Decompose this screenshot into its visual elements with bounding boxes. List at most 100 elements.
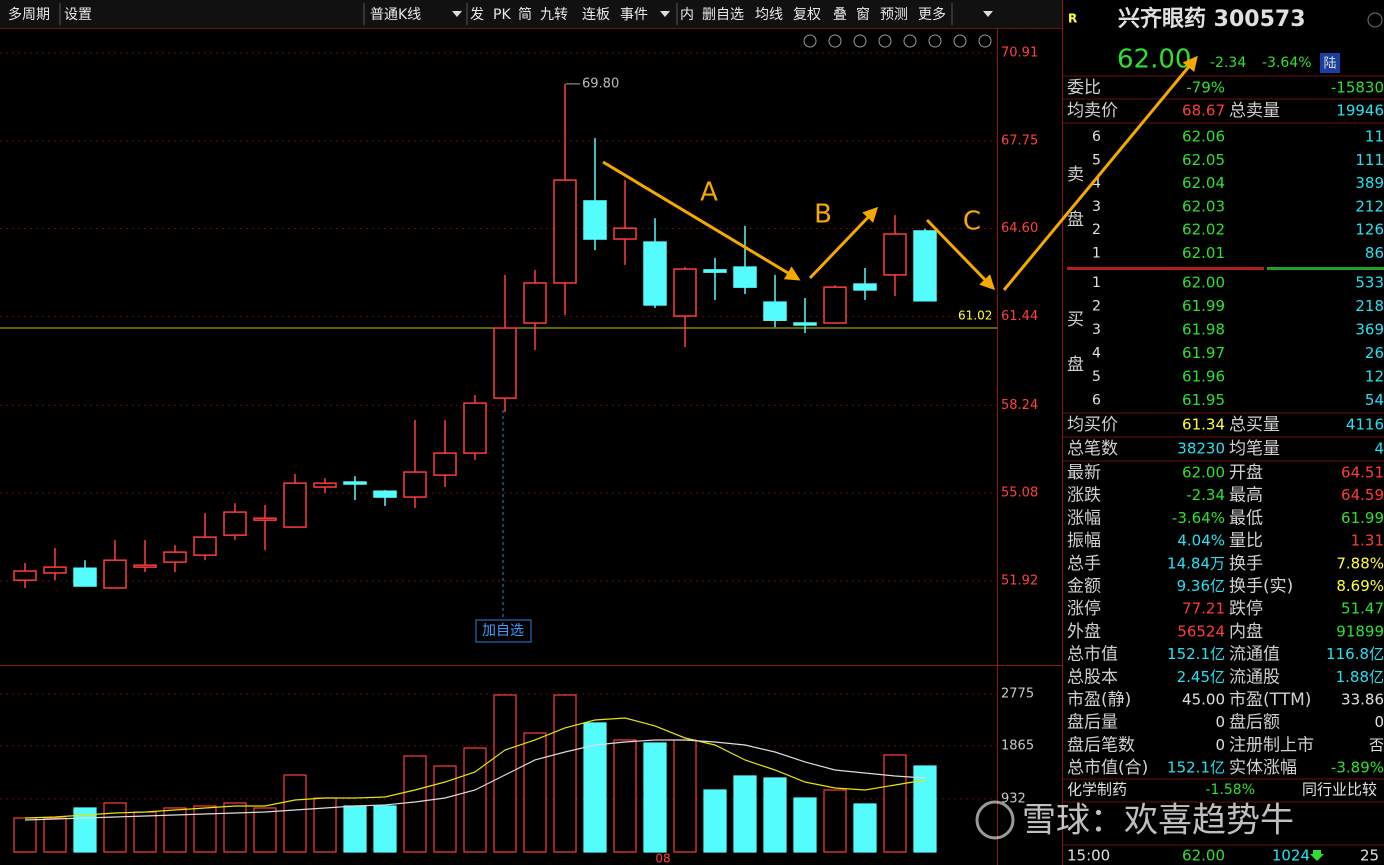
field-value: 62.00: [1182, 464, 1225, 482]
volume-bar: [253, 807, 277, 853]
tool-icon[interactable]: [853, 34, 867, 48]
y-tick-label: 58.24: [1001, 398, 1038, 413]
field-value: 0: [1215, 713, 1225, 731]
level: 1: [1092, 246, 1101, 262]
toolbar-item[interactable]: PK: [493, 7, 511, 23]
toolbar-item[interactable]: 删自选: [702, 7, 744, 23]
tool-icon[interactable]: [978, 34, 992, 48]
field-value: 38230: [1177, 440, 1225, 458]
ask-price: 62.01: [1182, 244, 1225, 262]
y-tick-label: 51.92: [1001, 574, 1038, 589]
settings-icon[interactable]: [1367, 12, 1383, 28]
field-label: 委比: [1067, 78, 1101, 98]
field-label: 开盘: [1229, 463, 1263, 483]
volume-tick-label: 932: [1001, 791, 1026, 806]
watch-button[interactable]: 加自选: [482, 623, 524, 639]
tool-icon[interactable]: [953, 34, 967, 48]
arrow: [808, 206, 879, 280]
bid-price: 61.97: [1182, 344, 1225, 362]
volume-bar: [553, 694, 577, 853]
field-label: 总市值(合): [1067, 758, 1148, 778]
volume-bar: [433, 765, 457, 853]
tool-icon[interactable]: [803, 34, 817, 48]
field-label: 最新: [1067, 463, 1101, 483]
ask-price: 62.06: [1182, 128, 1225, 146]
watch-button-frame[interactable]: [475, 619, 532, 643]
tick-time: 15:00: [1067, 847, 1110, 865]
volume-ma-line: [24, 739, 926, 821]
candle-body: [223, 511, 247, 536]
volume-bar: [313, 797, 337, 853]
industry-compare[interactable]: 同行业比较: [1302, 781, 1377, 799]
toolbar-item[interactable]: 多周期: [8, 6, 50, 23]
toolbar: [0, 0, 1062, 28]
field-label: 换手: [1229, 554, 1263, 574]
candle-body: [523, 282, 547, 324]
y-tick-label: 67.75: [1001, 133, 1038, 148]
toolbar-item[interactable]: 叠: [833, 7, 847, 23]
toolbar-item[interactable]: 发: [470, 7, 484, 23]
field-label: 流通值: [1229, 645, 1280, 665]
field-value: -3.89%: [1331, 759, 1384, 777]
annotation-arrows: [602, 55, 1198, 291]
toolbar-item[interactable]: 预测: [880, 7, 908, 23]
toolbar-item[interactable]: 复权: [793, 6, 821, 23]
last-price: 62.00: [1117, 45, 1191, 75]
ask-price: 62.03: [1182, 197, 1225, 215]
tick-price: 62.00: [1182, 847, 1225, 865]
tool-icon[interactable]: [903, 34, 917, 48]
field-value: 91899: [1336, 622, 1384, 640]
arrow: [925, 218, 996, 291]
toolbar-item[interactable]: 内: [680, 7, 694, 23]
candle-body: [553, 179, 577, 284]
market-tag-bg: [1320, 53, 1340, 73]
field-label: 总市值: [1067, 645, 1118, 665]
volume-bar: [883, 754, 907, 853]
toolbar-item[interactable]: 简: [518, 6, 532, 23]
toolbar-item[interactable]: 连板: [582, 7, 610, 23]
volume-bar: [703, 789, 727, 853]
candle-body: [703, 269, 727, 273]
toolbar-item[interactable]: 九转: [540, 7, 568, 23]
toolbar-item[interactable]: 事件: [620, 7, 648, 23]
change: -2.34: [1210, 55, 1246, 71]
annotation-label: C: [963, 207, 981, 237]
stock-name: 兴齐眼药 300573: [1118, 6, 1306, 32]
bid-volume: 218: [1355, 297, 1384, 315]
ask-volume: 86: [1365, 244, 1384, 262]
tool-icon[interactable]: [878, 34, 892, 48]
toolbar-item[interactable]: 更多: [918, 6, 946, 23]
volume-bar: [403, 755, 427, 853]
field-value: 8.69%: [1336, 577, 1384, 595]
toolbar-item[interactable]: 均线: [755, 7, 783, 23]
field-value: 4116: [1346, 416, 1384, 434]
field-label: 总股本: [1067, 667, 1118, 687]
field-label: 跌停: [1229, 599, 1263, 619]
field-label: 总卖量: [1229, 101, 1280, 121]
tool-icon[interactable]: [928, 34, 942, 48]
field-value: 33.86: [1341, 691, 1384, 709]
volume-ma-line: [24, 717, 926, 819]
down-arrow: [1310, 850, 1324, 861]
side-title: 卖: [1067, 165, 1084, 185]
toolbar-item[interactable]: 设置: [64, 7, 92, 23]
field-label: 振幅: [1067, 531, 1101, 551]
bid-volume: 369: [1355, 321, 1384, 339]
toolbar-item[interactable]: 普通K线: [370, 7, 421, 23]
candle-body: [43, 566, 67, 574]
candle-body: [583, 200, 607, 240]
field-label: 涨停: [1067, 599, 1101, 619]
field-value: -3.64%: [1172, 509, 1225, 527]
bid-volume: 54: [1365, 391, 1384, 409]
tool-icon[interactable]: [828, 34, 842, 48]
toolbar-item[interactable]: 窗: [856, 6, 870, 23]
side-title: 盘: [1067, 355, 1084, 375]
level: 4: [1092, 346, 1101, 362]
bid-price: 62.00: [1182, 274, 1225, 292]
volume-bar: [733, 775, 757, 853]
candle-body: [313, 482, 337, 488]
candle-body: [73, 567, 97, 587]
volume-bar: [163, 807, 187, 853]
badge: R: [1068, 12, 1077, 26]
change-pct: -3.64%: [1262, 55, 1312, 71]
